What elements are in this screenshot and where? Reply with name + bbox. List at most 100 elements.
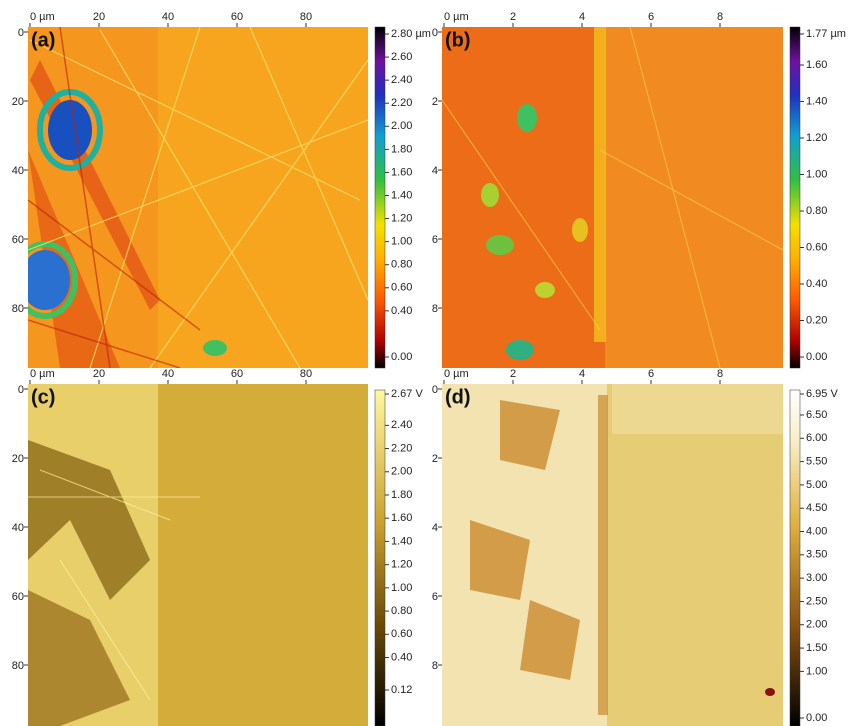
colorbar-tick-label: 1.00 bbox=[806, 168, 827, 180]
colorbar-tick-label: 0.60 bbox=[391, 282, 412, 294]
colorbar-tick-label: 0.12 bbox=[391, 684, 412, 696]
image-c bbox=[28, 384, 368, 726]
image-d bbox=[442, 384, 783, 726]
colorbar-tick-label: 2.20 bbox=[391, 97, 412, 109]
x-tick-label: 60 bbox=[231, 11, 243, 23]
colorbar-tick-label: 0.80 bbox=[391, 259, 412, 271]
colorbar-tick-label: 1.40 bbox=[806, 95, 827, 107]
colorbar-tick-label: 2.80 µm bbox=[391, 28, 431, 40]
y-tick-label: 80 bbox=[12, 660, 24, 672]
y-tick-label: 60 bbox=[12, 234, 24, 246]
colorbar-tick-label: 1.60 bbox=[806, 59, 827, 71]
x-tick-label: 6 bbox=[648, 11, 654, 23]
colorbar-tick-label: 2.00 bbox=[391, 466, 412, 478]
x-tick-label: 0 µm bbox=[30, 368, 55, 380]
panel-label: (c) bbox=[31, 386, 55, 408]
colorbar-tick-label: 2.60 bbox=[391, 51, 412, 63]
y-tick-label: 80 bbox=[12, 303, 24, 315]
colorbar-tick-label: 0.40 bbox=[391, 651, 412, 663]
colorbar-tick-label: 0.60 bbox=[806, 241, 827, 253]
colorbar-tick-label: 6.95 V bbox=[806, 388, 838, 400]
colorbar-tick-label: 2.67 V bbox=[391, 388, 423, 400]
y-tick-label: 4 bbox=[432, 522, 438, 534]
colorbar-tick-label: 1.60 bbox=[391, 512, 412, 524]
colorbar-tick-label: 1.00 bbox=[391, 582, 412, 594]
colorbar-tick-label: 0.80 bbox=[806, 205, 827, 217]
colorbar-tick-label: 3.00 bbox=[806, 572, 827, 584]
y-tick-label: 8 bbox=[432, 660, 438, 672]
colorbar-tick-label: 1.00 bbox=[806, 665, 827, 677]
colorbar-tick-label: 4.00 bbox=[806, 525, 827, 537]
y-tick-label: 20 bbox=[12, 96, 24, 108]
y-tick-label: 20 bbox=[12, 453, 24, 465]
colorbar-tick-label: 0.20 bbox=[806, 314, 827, 326]
colorbar-tick-label: 5.00 bbox=[806, 479, 827, 491]
panel-label: (d) bbox=[445, 386, 471, 408]
colorbar-tick-label: 2.40 bbox=[391, 419, 412, 431]
colorbar bbox=[375, 27, 385, 368]
colorbar-tick-label: 0.40 bbox=[391, 305, 412, 317]
colorbar-tick-label: 1.20 bbox=[391, 212, 412, 224]
colorbar-tick-label: 2.00 bbox=[806, 619, 827, 631]
x-tick-label: 8 bbox=[717, 368, 723, 380]
y-tick-label: 0 bbox=[432, 27, 438, 39]
colorbar-tick-label: 2.20 bbox=[391, 442, 412, 454]
image-a bbox=[15, 27, 368, 368]
colorbar-tick-label: 1.77 µm bbox=[806, 28, 846, 40]
y-tick-label: 60 bbox=[12, 591, 24, 603]
colorbar-tick-label: 3.50 bbox=[806, 549, 827, 561]
x-tick-label: 0 µm bbox=[444, 368, 469, 380]
y-tick-label: 40 bbox=[12, 522, 24, 534]
y-tick-label: 4 bbox=[432, 165, 438, 177]
colorbar-tick-label: 1.00 bbox=[391, 236, 412, 248]
x-tick-label: 0 µm bbox=[30, 11, 55, 23]
colorbar-tick-label: 0.00 bbox=[391, 351, 412, 363]
image-b bbox=[442, 27, 783, 368]
colorbar-tick-label: 6.00 bbox=[806, 432, 827, 444]
colorbar bbox=[790, 27, 800, 368]
colorbar-tick-label: 2.00 bbox=[391, 120, 412, 132]
colorbar-tick-label: 0.00 bbox=[806, 351, 827, 363]
colorbar-tick-label: 1.20 bbox=[806, 132, 827, 144]
x-tick-label: 4 bbox=[579, 368, 585, 380]
panel-label: (b) bbox=[445, 29, 471, 51]
panel-label: (a) bbox=[31, 29, 55, 51]
colorbar-tick-label: 1.40 bbox=[391, 535, 412, 547]
y-tick-label: 2 bbox=[432, 453, 438, 465]
colorbar-tick-label: 1.40 bbox=[391, 189, 412, 201]
x-tick-label: 2 bbox=[510, 368, 516, 380]
y-tick-label: 2 bbox=[432, 96, 438, 108]
colorbar-tick-label: 2.50 bbox=[806, 595, 827, 607]
x-tick-label: 0 µm bbox=[444, 11, 469, 23]
colorbar bbox=[790, 390, 800, 726]
x-tick-label: 80 bbox=[300, 11, 312, 23]
colorbar-tick-label: 1.60 bbox=[391, 166, 412, 178]
x-tick-label: 6 bbox=[648, 368, 654, 380]
y-tick-label: 6 bbox=[432, 591, 438, 603]
colorbar-tick-label: 6.50 bbox=[806, 409, 827, 421]
colorbar-tick-label: 4.50 bbox=[806, 502, 827, 514]
colorbar-tick-label: 0.80 bbox=[391, 605, 412, 617]
x-tick-label: 2 bbox=[510, 11, 516, 23]
x-tick-label: 40 bbox=[162, 368, 174, 380]
colorbar-tick-label: 1.80 bbox=[391, 489, 412, 501]
x-tick-label: 4 bbox=[579, 11, 585, 23]
colorbar-tick-label: 0.40 bbox=[806, 278, 827, 290]
y-tick-label: 6 bbox=[432, 234, 438, 246]
colorbar-tick-label: 5.50 bbox=[806, 456, 827, 468]
colorbar-tick-label: 2.40 bbox=[391, 74, 412, 86]
colorbar-tick-label: 1.50 bbox=[806, 642, 827, 654]
y-tick-label: 0 bbox=[18, 27, 24, 39]
colorbar bbox=[375, 390, 385, 726]
colorbar-tick-label: 0.60 bbox=[391, 628, 412, 640]
x-tick-label: 40 bbox=[162, 11, 174, 23]
x-tick-label: 20 bbox=[93, 11, 105, 23]
y-tick-label: 0 bbox=[18, 384, 24, 396]
x-tick-label: 8 bbox=[717, 11, 723, 23]
y-tick-label: 8 bbox=[432, 303, 438, 315]
x-tick-label: 80 bbox=[300, 368, 312, 380]
x-tick-label: 20 bbox=[93, 368, 105, 380]
figure: (a)0 µm204060800204060802.80 µm2.602.402… bbox=[0, 0, 850, 726]
colorbar-tick-label: 0.00 bbox=[806, 712, 827, 724]
y-tick-label: 40 bbox=[12, 165, 24, 177]
